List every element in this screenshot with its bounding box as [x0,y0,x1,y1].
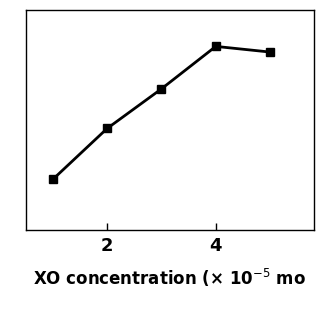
X-axis label: XO concentration (× 10$^{-5}$ mo: XO concentration (× 10$^{-5}$ mo [33,267,306,289]
